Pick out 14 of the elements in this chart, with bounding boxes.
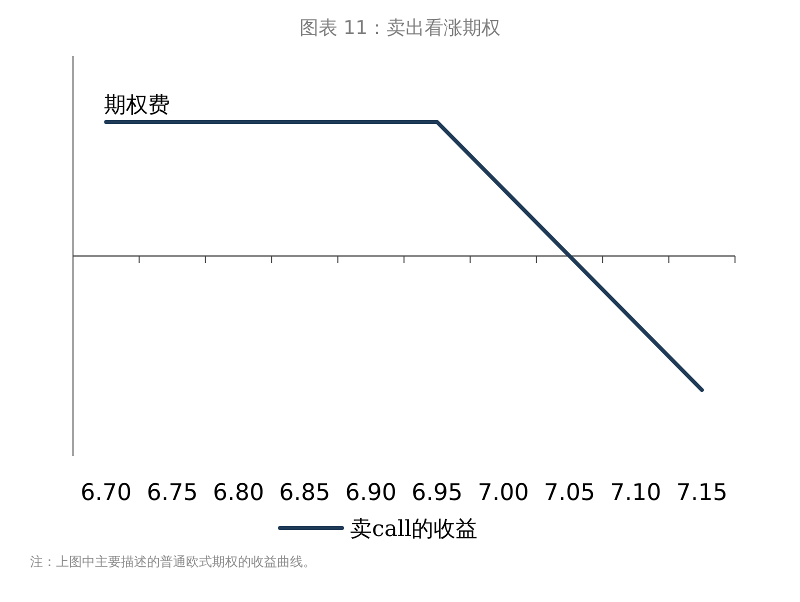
x-tick-label: 7.15 [676,480,728,506]
text: 注：上图中主要描述的普通欧式期权的收益曲线。 [30,554,316,570]
x-tick-label: 7.00 [478,480,529,506]
annotation: 期权费 [104,93,170,118]
x-tick-label: 7.05 [544,480,596,506]
chart-title: 图表 11：卖出看涨期权 [299,17,501,39]
legend-label: 卖call的收益 [350,517,478,542]
x-tick-label: 7.10 [610,480,662,506]
x-tick-label: 6.85 [279,480,330,506]
x-tick-label: 6.90 [345,480,397,506]
x-tick-label: 6.80 [212,480,264,506]
x-tick-label: 6.95 [411,480,463,506]
x-tick-label: 6.70 [80,480,132,506]
x-tick-label: 6.75 [146,480,198,506]
